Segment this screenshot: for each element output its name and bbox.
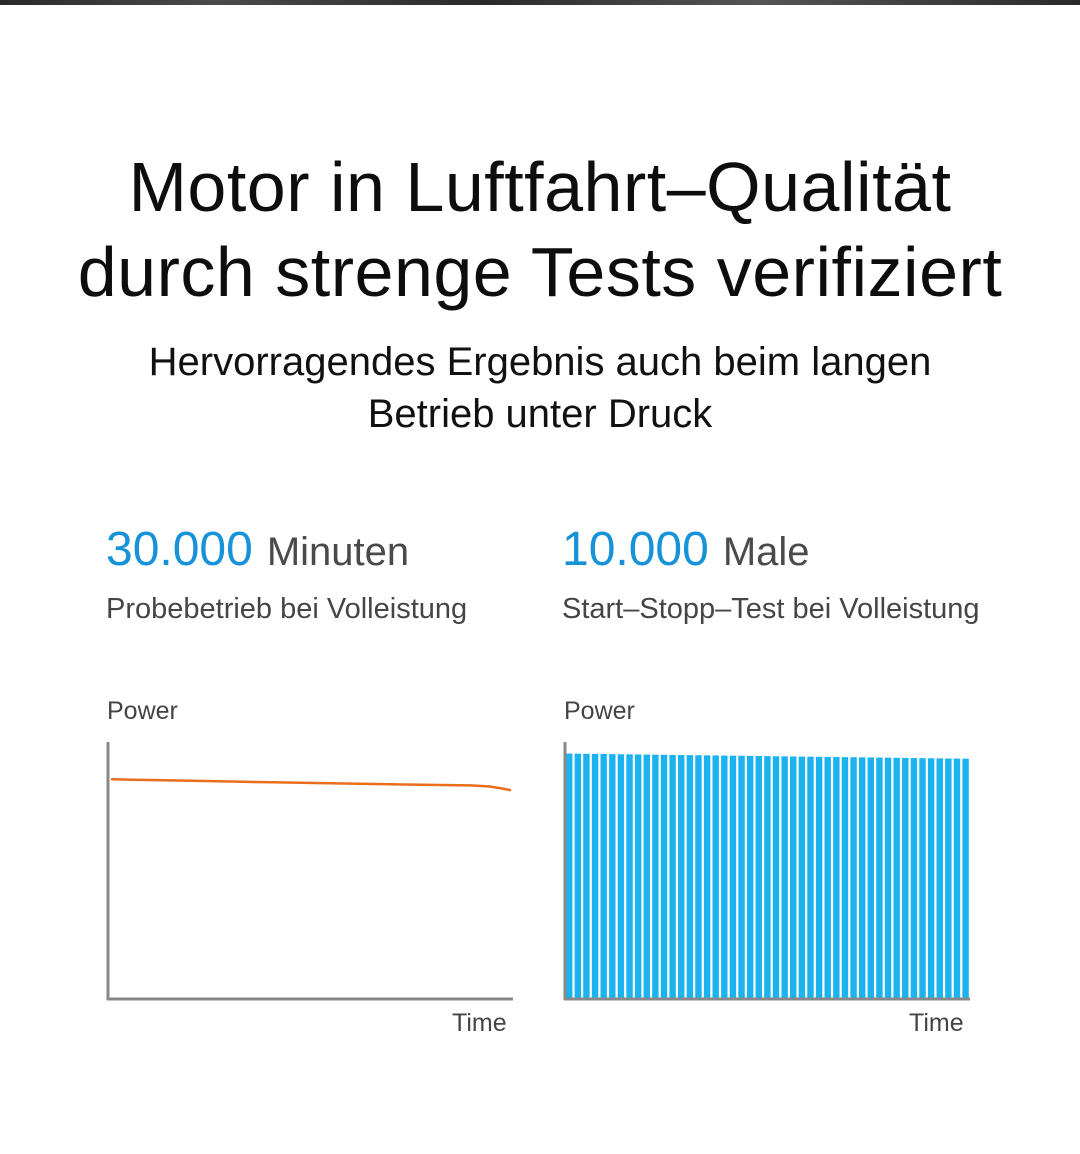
headline-line-1: Motor in Luftfahrt–Qualität — [128, 148, 952, 226]
chart2-xlabel: Time — [909, 1009, 964, 1037]
chart2-bar — [781, 756, 788, 999]
chart2-bar — [807, 756, 814, 999]
chart2-bar — [643, 754, 650, 999]
chart2-bar — [609, 754, 616, 999]
chart2-bar — [841, 757, 849, 999]
chart2-bar — [626, 754, 633, 999]
chart2-bar — [617, 754, 625, 999]
chart2-ylabel: Power — [564, 697, 635, 725]
chart2-bar — [798, 756, 806, 999]
stat-startstop-number: 10.000 — [562, 523, 709, 576]
chart2-bar — [850, 757, 857, 999]
chart1-xlabel: Time — [452, 1009, 507, 1037]
chart2-bar — [686, 755, 694, 999]
chart2-bar — [824, 756, 831, 999]
chart2-bar — [884, 757, 892, 999]
chart2-bar — [721, 755, 728, 999]
chart2-bar — [660, 754, 668, 999]
chart2-bar — [858, 757, 866, 999]
stat-startstop-description: Start–Stopp–Test bei Volleistung — [562, 593, 980, 625]
chart2-bar — [772, 756, 780, 999]
chart2-bar — [712, 755, 719, 999]
chart2-bar — [703, 755, 711, 999]
top-photo-strip — [0, 0, 1080, 5]
subheadline-line-1: Hervorragendes Ergebnis auch beim langen — [148, 340, 932, 384]
chart2-bar — [833, 757, 840, 999]
chart2-bar — [634, 754, 642, 999]
chart2-bar — [600, 754, 607, 999]
power-bar-chart — [563, 742, 970, 1001]
chart2-bar — [945, 758, 952, 999]
chart2-bar — [583, 753, 590, 999]
chart2-bar — [652, 754, 659, 999]
chart2-bar — [729, 755, 737, 999]
chart2-bar — [790, 756, 797, 999]
subheadline-line-2: Betrieb unter Druck — [367, 392, 713, 436]
chart2-bar — [962, 758, 969, 999]
stat-runtime-unit: Minuten — [266, 530, 410, 574]
stat-runtime: 30.000 Minuten — [106, 522, 409, 586]
chart2-bar — [927, 758, 935, 999]
stat-startstop-unit: Male — [722, 530, 810, 574]
chart1-series-line — [110, 778, 512, 792]
chart2-bar — [893, 757, 900, 999]
chart2-bar — [669, 754, 676, 999]
chart2-bar — [919, 758, 926, 999]
chart2-bar — [591, 753, 599, 999]
headline-line-2: durch strenge Tests verifiziert — [77, 233, 1003, 311]
chart2-bar — [738, 755, 745, 999]
chart2-bar — [678, 755, 685, 999]
chart2-bar — [695, 755, 702, 999]
chart2-bar — [953, 758, 961, 999]
chart2-bar — [815, 756, 823, 999]
stat-runtime-description: Probebetrieb bei Volleistung — [106, 593, 468, 625]
chart2-bar — [566, 753, 573, 999]
chart2-bar — [876, 757, 883, 999]
stat-runtime-number: 30.000 — [106, 523, 253, 576]
chart2-bar — [746, 755, 754, 999]
stat-startstop: 10.000 Male — [562, 522, 810, 586]
chart2-bar — [755, 756, 762, 999]
chart2-bar — [902, 757, 909, 999]
chart2-bar — [936, 758, 943, 999]
power-line-chart — [106, 742, 513, 1001]
chart2-bars — [566, 753, 969, 999]
chart2-bar — [574, 753, 582, 999]
chart2-bar — [764, 756, 771, 999]
chart1-ylabel: Power — [107, 697, 178, 725]
chart2-bar — [910, 758, 918, 999]
chart2-bar — [867, 757, 875, 999]
